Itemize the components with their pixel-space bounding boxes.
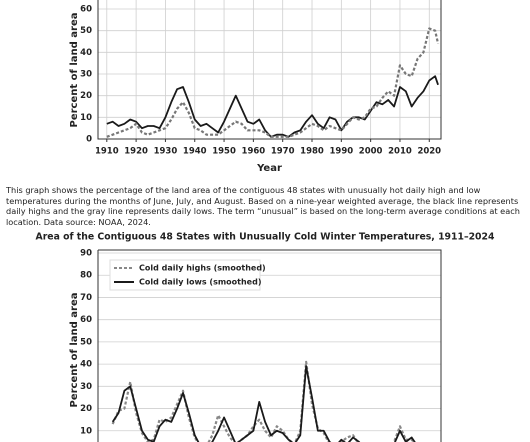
y-tick-label: 20: [80, 91, 92, 101]
x-tick-label: 2000: [359, 147, 383, 157]
x-tick-label: 1960: [242, 147, 266, 157]
legend-box: [109, 259, 261, 291]
y-tick-label: 60: [80, 315, 92, 325]
y-tick-label: 30: [80, 382, 92, 392]
y-tick-label: 50: [80, 337, 92, 347]
x-tick-label: 1940: [183, 147, 207, 157]
chart-title: Area of the Contiguous 48 States with Un…: [36, 232, 495, 243]
x-tick-label: 1910: [95, 147, 119, 157]
data-line: [106, 27, 440, 138]
y-tick-label: 50: [80, 26, 92, 36]
y-tick-label: 30: [80, 70, 92, 80]
y-tick-label: 80: [80, 271, 92, 281]
data-line: [111, 365, 416, 442]
y-tick-label: 0: [86, 135, 92, 145]
legend-label: Cold daily highs (smoothed): [139, 264, 266, 273]
x-tick-label: 1950: [212, 147, 236, 157]
y-tick-label: 40: [80, 48, 92, 58]
y-tick-label: 10: [80, 113, 92, 123]
x-tick-label: 1980: [300, 147, 324, 157]
y-axis-label: Percent of land area: [69, 13, 80, 128]
legend-label: Cold daily lows (smoothed): [139, 278, 261, 287]
y-tick-label: 40: [80, 360, 92, 370]
x-tick-label: 1990: [329, 147, 353, 157]
x-tick-label: 2010: [388, 147, 412, 157]
caption: This graph shows the percentage of the l…: [6, 185, 520, 227]
x-tick-label: 2020: [417, 147, 441, 157]
x-axis-label: Year: [256, 163, 282, 174]
x-tick-label: 1920: [124, 147, 148, 157]
y-tick-label: 90: [80, 249, 92, 259]
y-tick-label: 20: [80, 404, 92, 414]
x-tick-label: 1970: [271, 147, 295, 157]
plot-frame: [97, 0, 442, 140]
y-tick-label: 10: [80, 426, 92, 436]
x-tick-label: 1930: [154, 147, 178, 157]
y-tick-label: 60: [80, 5, 92, 15]
y-axis-label: Percent of land area: [69, 293, 80, 408]
plot-frame: [97, 249, 442, 442]
data-line: [106, 75, 439, 138]
data-line: [111, 360, 416, 442]
y-tick-label: 70: [80, 293, 92, 303]
